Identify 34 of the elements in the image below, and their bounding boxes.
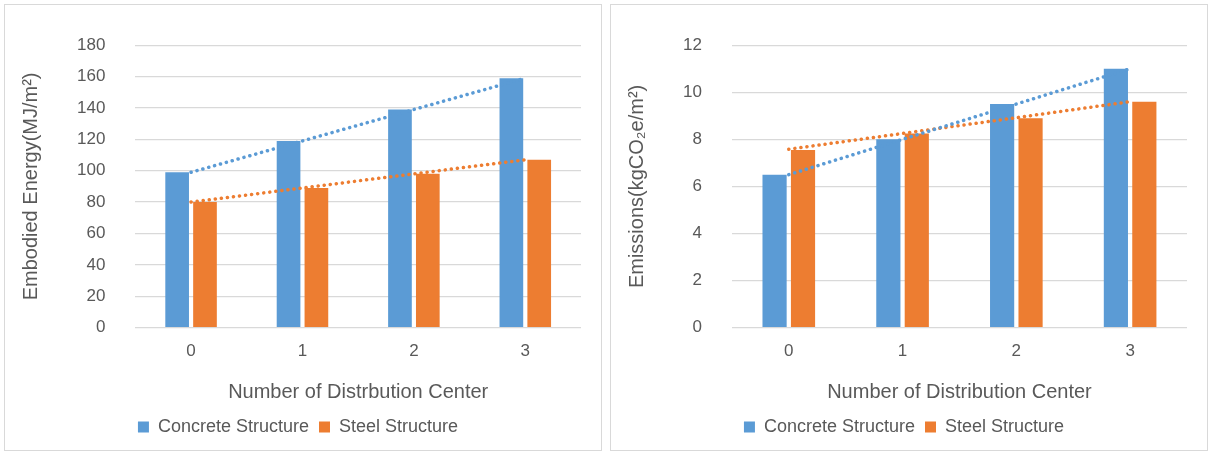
legend-label: Concrete Structure xyxy=(157,415,310,436)
y-tick-label: 0 xyxy=(692,317,702,337)
legend-label: Steel Structure xyxy=(339,415,459,436)
y-tick-label: 10 xyxy=(682,81,702,101)
x-tick-label: 0 xyxy=(186,341,196,361)
y-tick-label: 120 xyxy=(76,129,106,149)
x-tick-label: 3 xyxy=(520,341,531,361)
y-tick-label: 12 xyxy=(682,34,702,54)
y-tick-label: 180 xyxy=(76,34,106,54)
x-axis-title: Number of Distribution Center xyxy=(827,379,1093,402)
y-tick-label: 60 xyxy=(86,223,106,243)
x-tick-label: 2 xyxy=(1011,341,1022,361)
y-tick-label: 40 xyxy=(86,254,106,274)
y-axis-title: Emissions(kgCO₂e/m²) xyxy=(624,84,647,289)
legend-label: Steel Structure xyxy=(945,415,1065,436)
x-tick-label: 2 xyxy=(409,341,419,361)
y-tick-label: 0 xyxy=(95,317,106,337)
x-tick-label: 3 xyxy=(1125,341,1135,361)
y-tick-label: 140 xyxy=(76,97,106,117)
y-tick-label: 2 xyxy=(692,270,702,290)
y-tick-label: 6 xyxy=(692,176,702,196)
y-tick-label: 8 xyxy=(692,129,702,149)
y-tick-label: 4 xyxy=(692,223,702,243)
legend-label: Concrete Structure xyxy=(763,415,916,436)
x-tick-label: 1 xyxy=(297,341,308,361)
y-tick-label: 100 xyxy=(76,160,106,180)
x-tick-label: 1 xyxy=(897,341,908,361)
y-tick-label: 80 xyxy=(86,191,106,211)
y-tick-label: 20 xyxy=(86,285,106,305)
y-tick-label: 160 xyxy=(76,66,106,86)
y-axis-title: Embodied Energy(MJ/m²) xyxy=(18,72,41,301)
x-tick-label: 0 xyxy=(784,341,794,361)
x-axis-title: Number of Distrbution Center xyxy=(228,379,489,402)
bar xyxy=(1132,101,1157,327)
